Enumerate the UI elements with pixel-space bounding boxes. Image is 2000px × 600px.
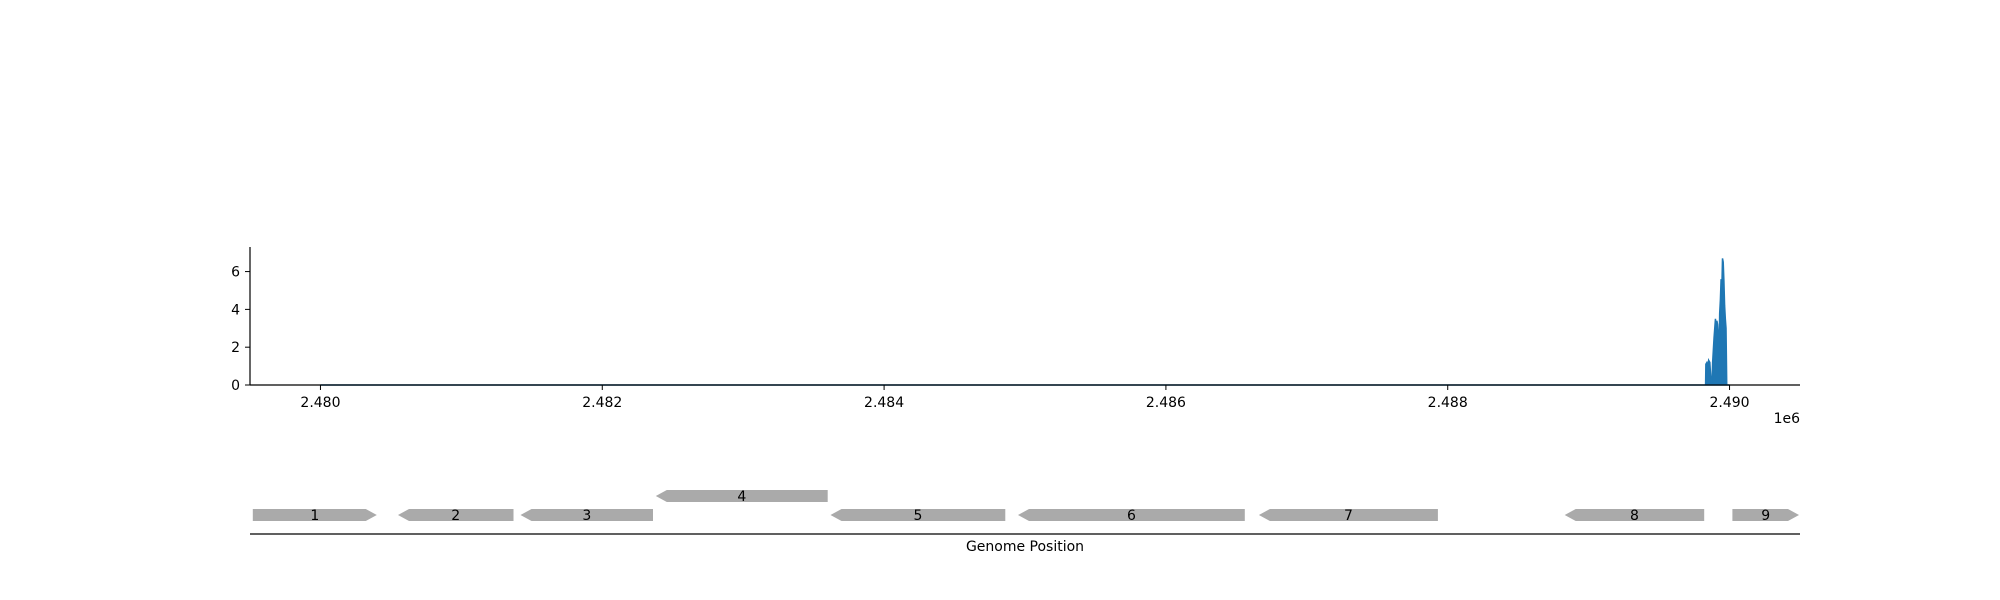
gene-label: 7 [1344,508,1353,524]
x-tick-label: 2.488 [1428,395,1468,411]
coverage-area [320,258,1730,386]
y-ticks: 0 2 4 6 [231,265,250,394]
x-tick-label: 2.482 [582,395,622,411]
gene-label: 2 [451,508,460,524]
x-tick-label: 2.490 [1709,395,1749,411]
gene-arrow [1732,509,1799,521]
track-xlabel: Genome Position [966,539,1084,555]
y-tick-label: 6 [231,265,240,281]
genes: 1 2 3 4 5 6 7 8 9 [252,489,1799,524]
gene-arrow [520,509,653,521]
gene-label: 1 [310,508,319,524]
x-tick-label: 2.480 [300,395,340,411]
gene-label: 3 [582,508,591,524]
y-tick-label: 2 [231,340,240,356]
x-tick-label: 2.486 [1146,395,1186,411]
gene-arrow [252,509,377,521]
x-ticks: 2.480 2.482 2.484 2.486 2.488 2.490 [300,385,1750,411]
x-offset-label: 1e6 [1774,411,1801,427]
gene-track: 1 2 3 4 5 6 7 8 9 Genome Position [250,489,1800,555]
coverage-plot: 2.480 2.482 2.484 2.486 2.488 2.490 0 2 4 6 1e6 [231,247,1800,427]
gene-arrow [398,509,514,521]
gene-arrow [1564,509,1705,521]
gene-arrow [1018,509,1245,521]
x-tick-label: 2.484 [864,395,904,411]
gene-label: 6 [1127,508,1136,524]
gene-arrow [830,509,1006,521]
gene-label: 4 [737,489,746,505]
gene-label: 5 [913,508,922,524]
gene-arrow [1258,509,1438,521]
gene-arrow [655,490,828,502]
y-tick-label: 4 [231,302,240,318]
y-tick-label: 0 [231,378,240,394]
gene-label: 8 [1630,508,1639,524]
gene-label: 9 [1761,508,1770,524]
